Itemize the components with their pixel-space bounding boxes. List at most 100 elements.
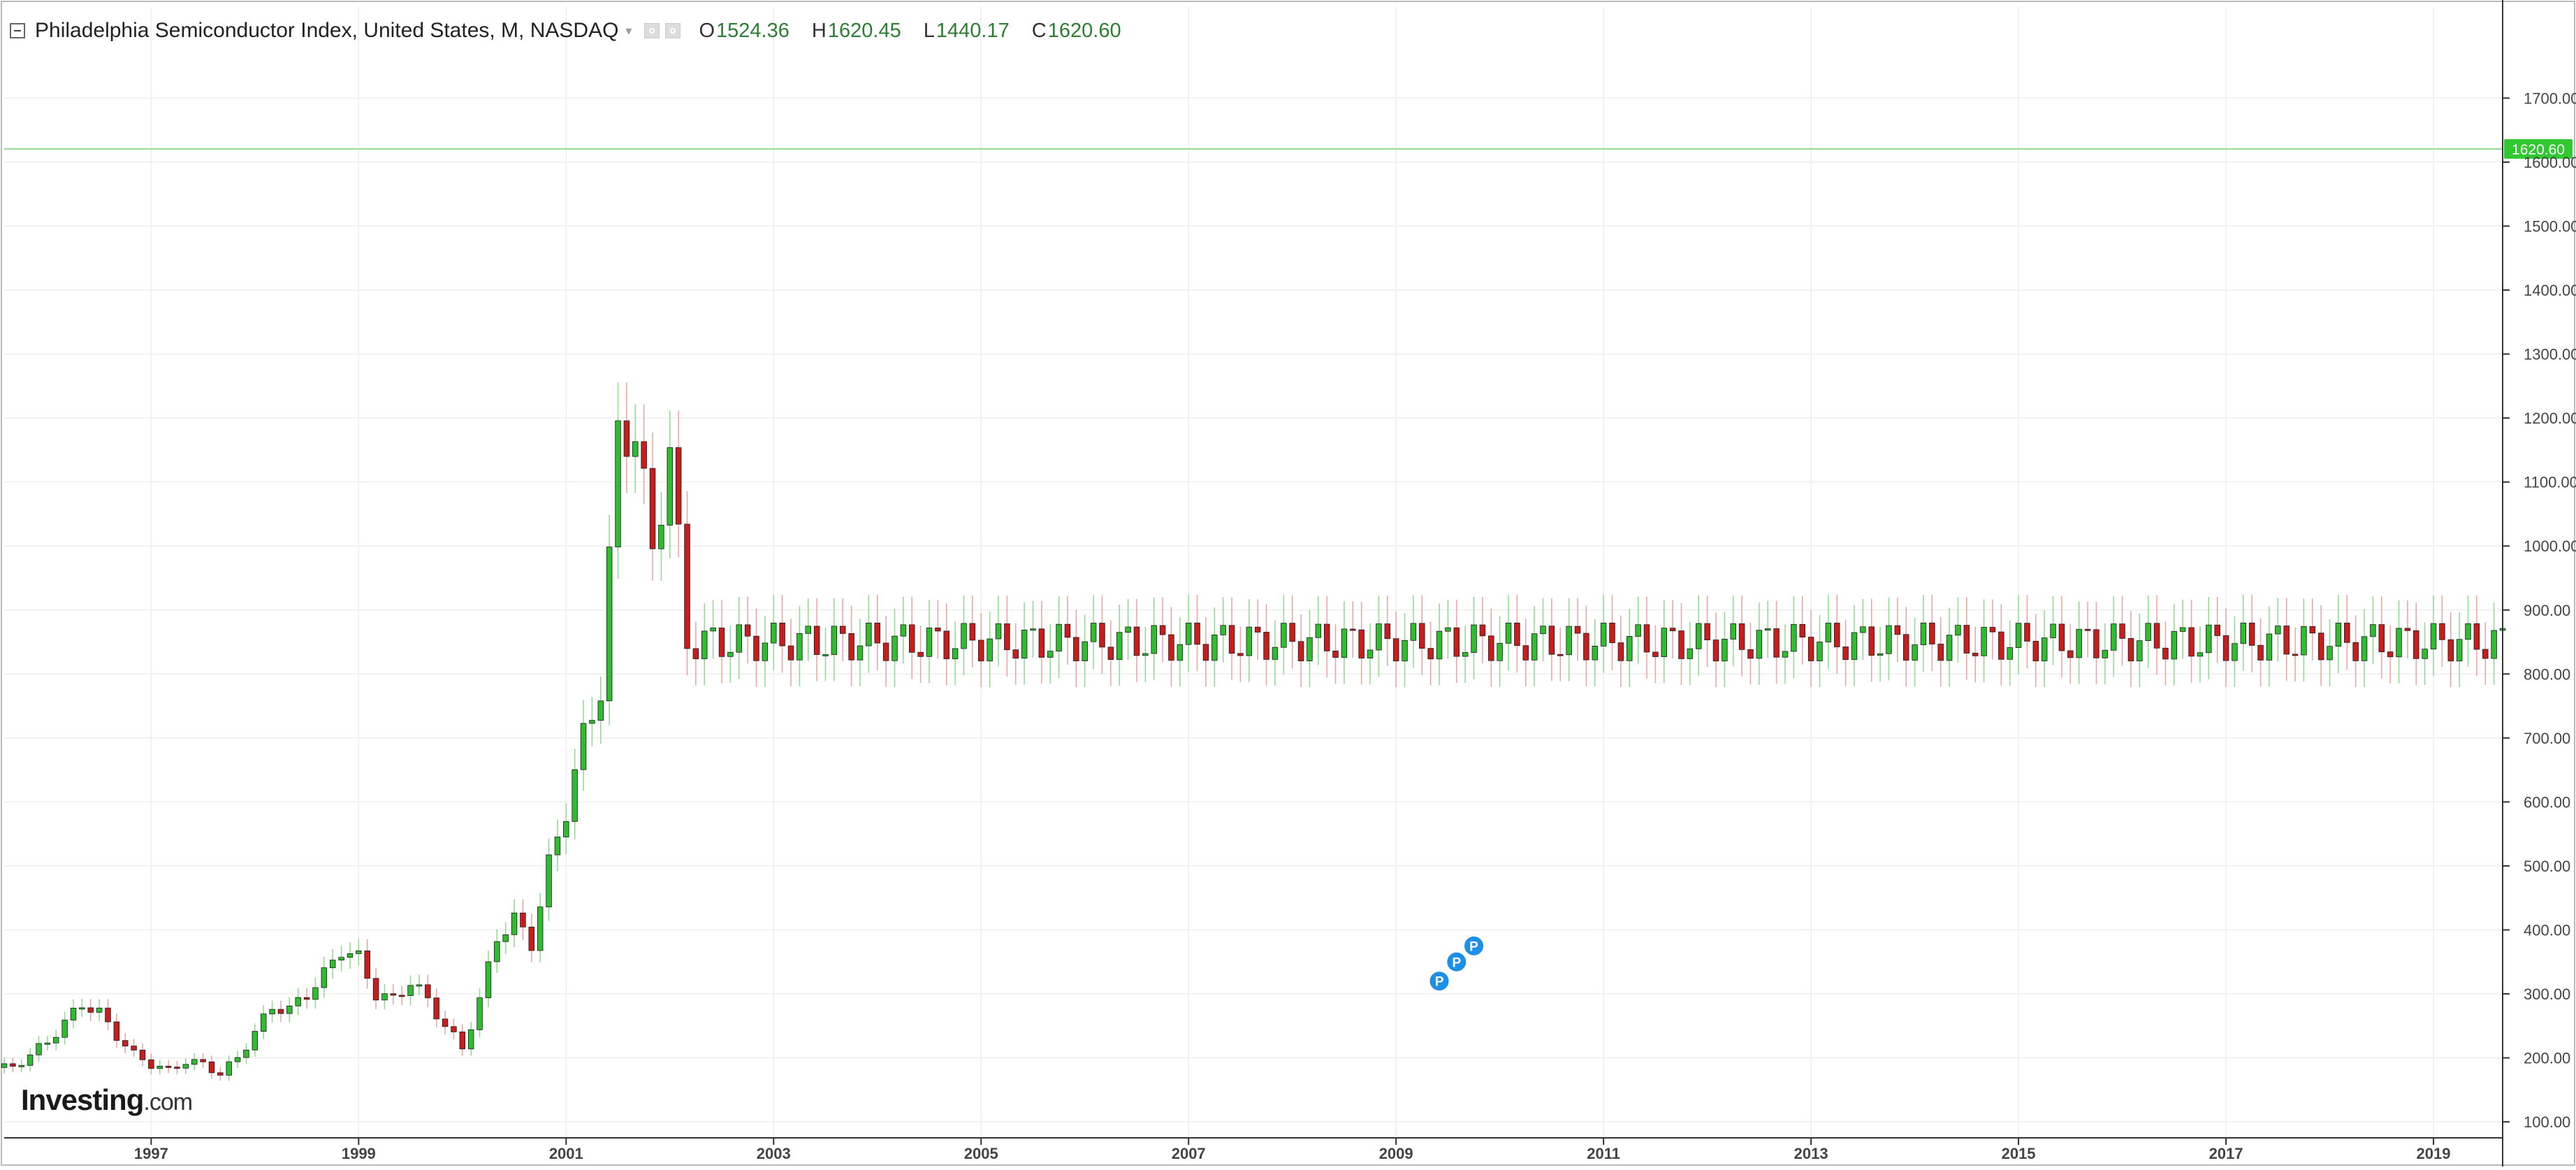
- candle-body: [1712, 640, 1719, 662]
- x-tick-label: 2009: [1379, 1145, 1413, 1162]
- candle-body: [822, 654, 829, 656]
- candle-body: [27, 1054, 34, 1066]
- candle-body: [718, 628, 725, 657]
- candle-body: [1254, 626, 1261, 633]
- candle-body: [1419, 623, 1425, 649]
- dividend-marker-label: P: [1452, 955, 1461, 970]
- candle-body: [347, 953, 354, 958]
- candle-body: [632, 441, 639, 457]
- candle-body: [1427, 648, 1434, 660]
- candle-body: [1497, 642, 1503, 661]
- candle-body: [1704, 623, 1710, 640]
- candle-body: [1912, 644, 1918, 661]
- x-tick-label: 2003: [757, 1145, 791, 1162]
- candle-body: [926, 628, 933, 657]
- high-label: H: [811, 19, 827, 42]
- candle-body: [1142, 653, 1149, 656]
- candle-body: [2179, 627, 2186, 632]
- x-tick-label: 2007: [1172, 1145, 1206, 1162]
- settings-icon[interactable]: [665, 23, 681, 38]
- candle-body: [537, 907, 544, 951]
- settings-icon[interactable]: [644, 23, 660, 38]
- dividend-marker-icon: [1462, 934, 1486, 958]
- candle-body: [1937, 644, 1944, 661]
- candle-body: [520, 912, 526, 927]
- y-tick-label: 1000.00: [2524, 537, 2576, 555]
- candle-body: [1471, 624, 1477, 653]
- candle-body: [805, 626, 811, 634]
- low-value: 1440.17: [936, 19, 1010, 42]
- candle-body: [1073, 637, 1079, 661]
- candle-body: [2145, 623, 2151, 642]
- open-value: 1524.36: [716, 19, 789, 42]
- dividend-marker-label: P: [1435, 975, 1444, 990]
- candle-body: [1082, 641, 1088, 661]
- candle-body: [1540, 626, 1546, 635]
- candle-body: [1886, 625, 1892, 654]
- candle-body: [1289, 623, 1295, 642]
- candle-body: [139, 1050, 146, 1060]
- candle-body: [398, 995, 405, 997]
- candle-body: [2232, 643, 2238, 661]
- candle-body: [312, 987, 319, 1000]
- candle-body: [1920, 622, 1927, 645]
- candle-body: [2361, 636, 2368, 661]
- candle-body: [2007, 647, 2013, 660]
- candle-body: [1738, 623, 1745, 650]
- candle-body: [433, 997, 439, 1020]
- candle-body: [1064, 623, 1071, 638]
- candle-body: [813, 626, 820, 655]
- candle-body: [2171, 631, 2178, 660]
- candle-body: [736, 624, 743, 653]
- candle-body: [1592, 645, 1598, 660]
- candle-body: [18, 1064, 24, 1067]
- candle-body: [329, 960, 336, 969]
- x-tick-label: 2019: [2417, 1145, 2451, 1162]
- candle-body: [1107, 647, 1114, 660]
- candle-body: [303, 997, 310, 1000]
- candle-body: [1505, 622, 1512, 644]
- candle-body: [1791, 623, 1797, 652]
- candle-body: [1445, 627, 1451, 632]
- candle-body: [105, 1007, 111, 1023]
- candle-body: [2396, 628, 2402, 658]
- candle-body: [1627, 636, 1633, 661]
- candle-body: [425, 984, 431, 999]
- y-tick-label: 400.00: [2524, 921, 2570, 939]
- candle-body: [969, 623, 976, 641]
- candle-body: [580, 723, 587, 770]
- candle-body: [451, 1026, 457, 1032]
- candle-body: [1116, 632, 1123, 660]
- candle-body: [840, 626, 846, 634]
- x-tick-label: 1999: [342, 1145, 376, 1162]
- candle-body: [1056, 623, 1062, 652]
- candle-body: [623, 420, 630, 457]
- candle-body: [2032, 641, 2039, 662]
- candle-body: [2076, 628, 2082, 658]
- candle-body: [1315, 623, 1322, 638]
- candle-body: [1566, 626, 1572, 656]
- y-tick-label: 100.00: [2524, 1113, 2570, 1131]
- candle-body: [2162, 647, 2169, 660]
- y-tick-label: 300.00: [2524, 985, 2570, 1003]
- y-tick-label: 200.00: [2524, 1050, 2570, 1067]
- candle-body: [2404, 628, 2411, 631]
- candle-body: [995, 623, 1002, 640]
- candle-body: [269, 1009, 275, 1015]
- candle-body: [857, 645, 864, 660]
- candle-body: [961, 623, 967, 649]
- candle-body: [1281, 623, 1287, 648]
- candle-body: [1323, 623, 1330, 651]
- candle-body: [1902, 634, 1909, 661]
- candle-body: [2024, 623, 2030, 642]
- candle-body: [1989, 627, 1996, 633]
- high-value: 1620.45: [827, 19, 901, 42]
- chevron-down-icon[interactable]: ▾: [625, 23, 632, 38]
- candle-body: [2041, 637, 2048, 662]
- candle-body: [796, 633, 803, 660]
- close-value: 1620.60: [1047, 19, 1121, 42]
- candle-body: [1894, 625, 1901, 635]
- collapse-icon[interactable]: [10, 23, 25, 38]
- candle-body: [2370, 624, 2376, 637]
